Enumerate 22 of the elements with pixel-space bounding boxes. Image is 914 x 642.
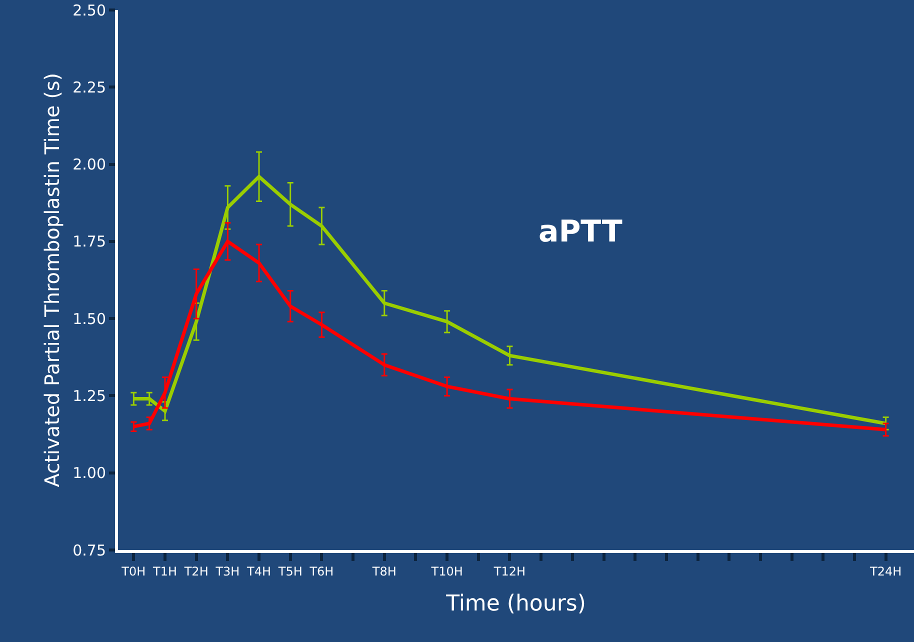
y-tick-label: 1.50 xyxy=(72,310,106,328)
x-tick-label: T24H xyxy=(868,564,902,578)
x-axis-title: Time (hours) xyxy=(445,591,586,616)
y-axis-title: Activated Partial Thromboplastin Time (s) xyxy=(40,72,64,488)
x-tick-label: T3H xyxy=(214,564,240,578)
x-tick-label: T2H xyxy=(183,564,208,578)
y-tick-label: 2.00 xyxy=(72,156,106,174)
x-tick-label: T4H xyxy=(246,564,272,578)
x-tick-label: T12H xyxy=(492,564,526,578)
y-tick-label: 1.00 xyxy=(72,464,106,482)
x-tick-label: T8H xyxy=(371,564,396,578)
y-tick-label: 0.75 xyxy=(72,541,106,560)
y-tick-label: 2.25 xyxy=(72,78,106,96)
text: aPTT xyxy=(538,214,623,250)
x-tick-label: T1H xyxy=(152,564,178,578)
y-tick-label: 1.75 xyxy=(72,232,106,251)
x-tick-label: T6H xyxy=(308,564,334,578)
y-tick-label: 1.25 xyxy=(72,386,106,405)
y-tick-label: 2.50 xyxy=(72,1,106,20)
x-tick-label: T10H xyxy=(430,564,463,578)
x-tick-label: T5H xyxy=(277,564,302,578)
x-tick-label: T0H xyxy=(120,564,146,578)
